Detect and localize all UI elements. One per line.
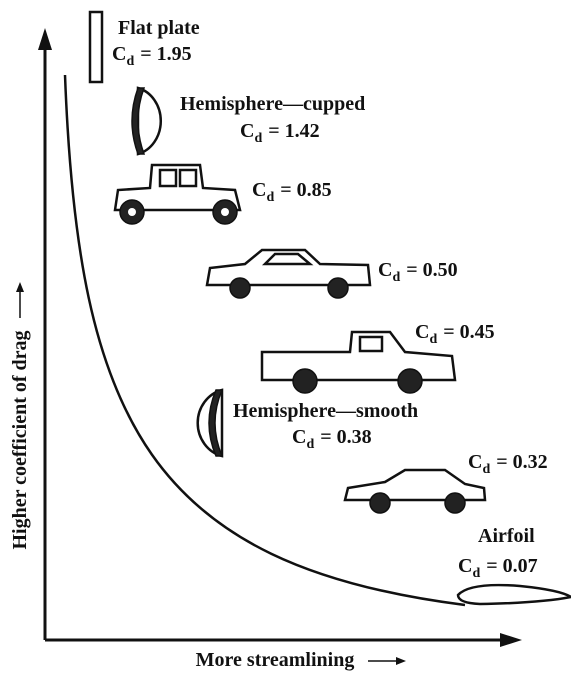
pickup	[260, 330, 457, 394]
cd-value: = 0.45	[443, 321, 494, 343]
drag-coefficient: Cd = 1.42	[240, 120, 320, 146]
cd-symbol: C	[240, 120, 254, 142]
modern-car	[343, 468, 487, 514]
cd-value: = 1.42	[268, 120, 319, 142]
cd-subscript: d	[306, 437, 314, 452]
cd-value: = 0.85	[280, 179, 331, 201]
x-axis-label: More streamlining	[196, 649, 355, 671]
axes	[38, 28, 522, 647]
cd-symbol: C	[378, 259, 392, 281]
cd-subscript: d	[482, 462, 490, 477]
item-name: Airfoil	[478, 525, 535, 547]
fifties-car	[205, 248, 372, 299]
hemisphere-cupped	[131, 86, 162, 156]
drag-coefficient: Cd = 1.95	[112, 43, 192, 69]
cd-value: = 1.95	[140, 43, 191, 65]
cd-subscript: d	[126, 54, 134, 69]
drag-coefficient: Cd = 0.45	[415, 321, 495, 347]
drag-curve	[63, 74, 466, 607]
cd-symbol: C	[458, 555, 472, 577]
drag-coefficient: Cd = 0.50	[378, 259, 458, 285]
cd-subscript: d	[392, 270, 400, 285]
drag-coefficient: Cd = 0.85	[252, 179, 332, 205]
cd-value: = 0.38	[320, 426, 371, 448]
cd-value: = 0.50	[406, 259, 457, 281]
cd-subscript: d	[472, 566, 480, 581]
cd-symbol: C	[252, 179, 266, 201]
hemisphere-smooth	[196, 388, 224, 458]
cd-value: = 0.07	[486, 555, 537, 577]
drag-coefficient: Cd = 0.07	[458, 555, 538, 581]
cd-symbol: C	[112, 43, 126, 65]
y-arrow	[16, 282, 24, 318]
drag-coefficient: Cd = 0.32	[468, 451, 548, 477]
item-name: Hemisphere—cupped	[180, 93, 365, 115]
cd-subscript: d	[266, 190, 274, 205]
drag-coefficient: Cd = 0.38	[292, 426, 372, 452]
cd-subscript: d	[254, 131, 262, 146]
cd-value: = 0.32	[496, 451, 547, 473]
old-car	[113, 163, 242, 225]
cd-symbol: C	[468, 451, 482, 473]
airfoil	[456, 583, 571, 606]
x-arrow	[368, 657, 406, 665]
labels: Flat plate Cd = 1.95 Hemisphere—cupped Cd = 1…	[112, 17, 548, 581]
item-name: Hemisphere—smooth	[233, 400, 418, 422]
flat-plate	[88, 10, 104, 84]
cd-symbol: C	[292, 426, 306, 448]
cd-symbol: C	[415, 321, 429, 343]
item-name: Flat plate	[118, 17, 200, 39]
cd-subscript: d	[429, 332, 437, 347]
y-axis-label: Higher coefficient of drag	[9, 330, 31, 549]
